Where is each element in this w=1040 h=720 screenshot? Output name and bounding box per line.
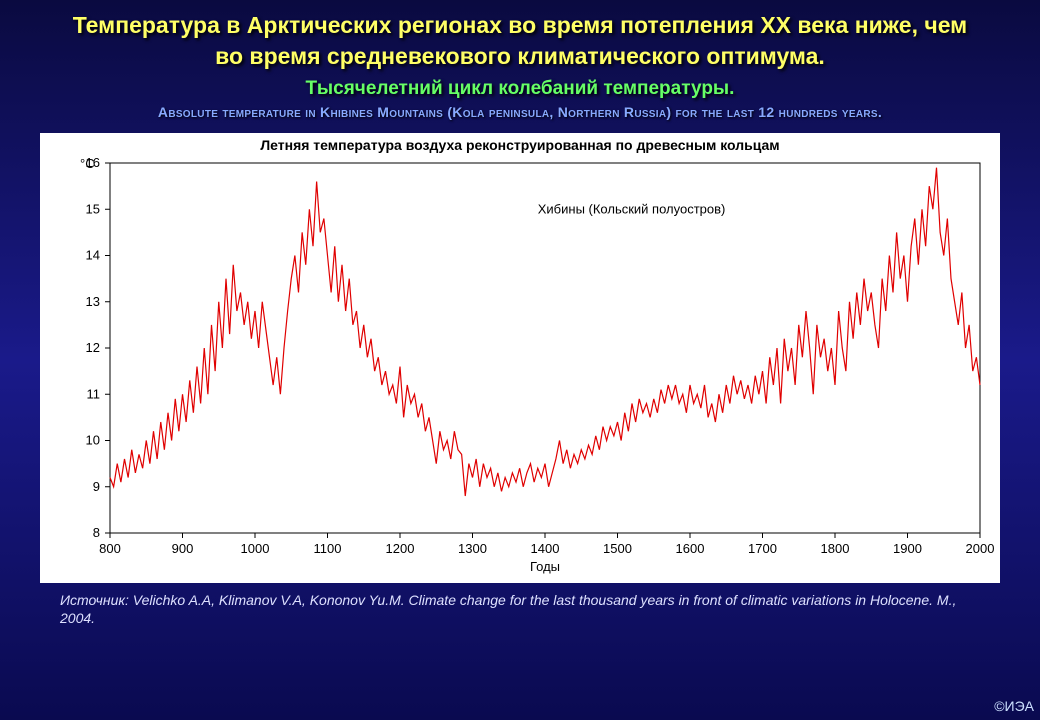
svg-text:Годы: Годы: [530, 559, 560, 574]
svg-text:2000: 2000: [966, 541, 995, 556]
svg-text:9: 9: [93, 479, 100, 494]
title-block: Температура в Арктических регионах во вр…: [0, 0, 1040, 125]
svg-text:°C: °C: [80, 156, 95, 171]
svg-text:14: 14: [86, 248, 100, 263]
svg-text:11: 11: [87, 386, 101, 401]
chart-title: Летняя температура воздуха реконструиров…: [40, 133, 1000, 153]
source-citation: Источник: Velichko A.A, Klimanov V.A, Ko…: [60, 591, 980, 627]
title-english: Absolute temperature in Khibines Mountai…: [60, 104, 980, 120]
svg-text:1900: 1900: [893, 541, 922, 556]
svg-text:8: 8: [93, 525, 100, 540]
svg-text:15: 15: [86, 201, 100, 216]
line-chart: 8910111213141516800900100011001200130014…: [40, 153, 1000, 578]
svg-text:1300: 1300: [458, 541, 487, 556]
svg-text:1800: 1800: [821, 541, 850, 556]
title-subtitle: Тысячелетний цикл колебаний температуры.: [60, 78, 980, 100]
svg-text:12: 12: [86, 340, 100, 355]
slide-container: Температура в Арктических регионах во вр…: [0, 0, 1040, 720]
svg-text:800: 800: [99, 541, 121, 556]
svg-text:10: 10: [86, 433, 100, 448]
chart-panel: Летняя температура воздуха реконструиров…: [40, 133, 1000, 583]
title-main: Температура в Арктических регионах во вр…: [60, 10, 980, 72]
svg-text:Хибины (Кольский полуостров): Хибины (Кольский полуостров): [538, 201, 726, 216]
svg-text:1700: 1700: [748, 541, 777, 556]
copyright-label: ©ИЭА: [994, 698, 1034, 714]
svg-text:1500: 1500: [603, 541, 632, 556]
svg-text:1400: 1400: [531, 541, 560, 556]
svg-text:900: 900: [172, 541, 194, 556]
svg-text:1600: 1600: [676, 541, 705, 556]
svg-text:13: 13: [86, 294, 100, 309]
svg-text:1100: 1100: [314, 541, 342, 556]
svg-text:1200: 1200: [386, 541, 415, 556]
svg-text:1000: 1000: [241, 541, 270, 556]
